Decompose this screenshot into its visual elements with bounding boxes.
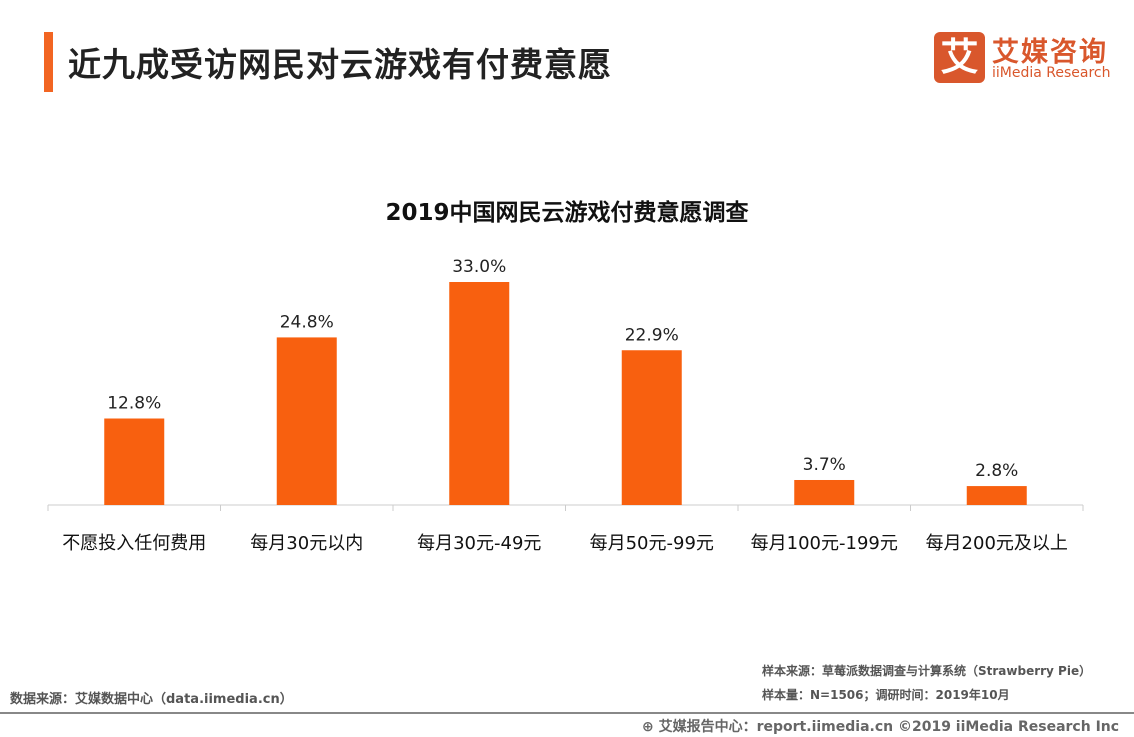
bar — [794, 479, 855, 505]
page-title: 近九成受访网民对云游戏有付费意愿 — [68, 45, 612, 84]
data-label: 12.8% — [107, 394, 161, 414]
sample-info: 样本量：N=1506；调研时间：2019年10月 — [762, 688, 1010, 702]
category-label: 每月100元-199元 — [751, 533, 898, 554]
title-accent-bar — [44, 32, 53, 92]
chart-title: 2019中国网民云游戏付费意愿调查 — [385, 200, 749, 226]
globe-icon: ⊕ — [642, 719, 659, 735]
iimedia-logo: 艾 艾媒咨询 iiMedia Research — [934, 32, 1124, 88]
data-label: 33.0% — [452, 257, 506, 277]
logo-name-en: iiMedia Research — [992, 65, 1111, 81]
data-label: 24.8% — [280, 312, 334, 332]
bar — [276, 337, 337, 505]
data-source: 数据来源：艾媒数据中心（data.iimedia.cn） — [10, 692, 293, 707]
bar — [621, 350, 682, 505]
category-label: 每月30元-49元 — [417, 533, 541, 554]
sample-source: 样本来源：草莓派数据调查与计算系统（Strawberry Pie） — [762, 664, 1092, 678]
category-label: 每月30元以内 — [250, 533, 363, 554]
category-label: 每月200元及以上 — [926, 533, 1068, 554]
category-label: 不愿投入任何费用 — [62, 533, 206, 554]
data-label: 22.9% — [625, 325, 679, 345]
data-label: 3.7% — [803, 455, 846, 475]
bar — [966, 486, 1027, 505]
logo-name-cn: 艾媒咨询 — [992, 37, 1108, 68]
data-label: 2.8% — [975, 461, 1018, 481]
report-center-text: 艾媒报告中心：report.iimedia.cn ©2019 iiMedia R… — [658, 719, 1120, 735]
bar — [104, 418, 165, 505]
logo-mark: 艾 — [934, 32, 985, 83]
bar — [449, 282, 510, 505]
category-label: 每月50元-99元 — [590, 533, 714, 554]
footer-divider — [0, 712, 1134, 714]
report-center: ⊕ 艾媒报告中心：report.iimedia.cn ©2019 iiMedia… — [642, 716, 1119, 736]
